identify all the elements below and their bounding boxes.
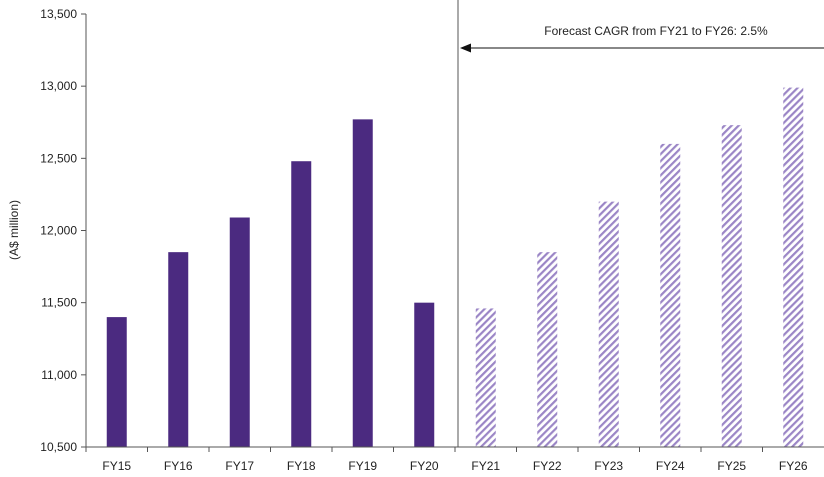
- forecast-cagr-label: Forecast CAGR from FY21 to FY26: 2.5%: [544, 24, 768, 38]
- x-tick-label-fy19: FY19: [348, 459, 377, 473]
- x-tick-label-fy26: FY26: [779, 459, 808, 473]
- x-tick-label-fy15: FY15: [102, 459, 131, 473]
- x-tick-label-fy18: FY18: [287, 459, 316, 473]
- y-axis-ticks: 10,500 11,000 11,500 12,000 12,500 13,000 13,5…: [40, 7, 86, 454]
- x-tick-label-fy16: FY16: [164, 459, 193, 473]
- x-tick-label-fy24: FY24: [656, 459, 685, 473]
- forecast-annotation: Forecast CAGR from FY21 to FY26: 2.5%: [460, 24, 824, 53]
- x-tick-label-fy21: FY21: [471, 459, 500, 473]
- bar-fy22: [537, 252, 558, 447]
- x-tick-label-fy22: FY22: [533, 459, 562, 473]
- y-tick-label: 13,500: [40, 7, 77, 21]
- y-tick-label: 11,000: [41, 368, 77, 382]
- bar-fy20: [414, 302, 435, 447]
- y-tick-label: 12,000: [40, 224, 77, 238]
- bar-fy19: [352, 119, 373, 447]
- forecast-arrow-head: [460, 43, 471, 53]
- x-tick-label-fy20: FY20: [410, 459, 439, 473]
- bar-fy26: [783, 87, 804, 448]
- bar-fy21: [475, 308, 496, 447]
- bar-fy15: [106, 317, 127, 447]
- bars: [106, 87, 804, 448]
- bar-fy23: [598, 201, 619, 447]
- bar-fy25: [721, 125, 742, 448]
- bar-fy24: [660, 143, 681, 447]
- y-tick-label: 11,500: [41, 296, 77, 310]
- y-tick-label: 12,500: [40, 151, 77, 165]
- y-axis-title: (A$ million): [7, 200, 21, 260]
- x-tick-label-fy23: FY23: [594, 459, 623, 473]
- x-axis-tick-labels: FY15 FY16 FY17 FY18 FY19 FY20 FY21 FY22 FY23 FY24…: [85, 447, 808, 473]
- y-tick-label: 10,500: [40, 440, 77, 454]
- y-tick-label: 13,000: [40, 79, 77, 93]
- bar-fy18: [291, 161, 312, 447]
- bar-fy17: [229, 217, 250, 447]
- x-tick-label-fy17: FY17: [225, 459, 254, 473]
- bar-fy16: [168, 252, 189, 447]
- x-tick-label-fy25: FY25: [717, 459, 746, 473]
